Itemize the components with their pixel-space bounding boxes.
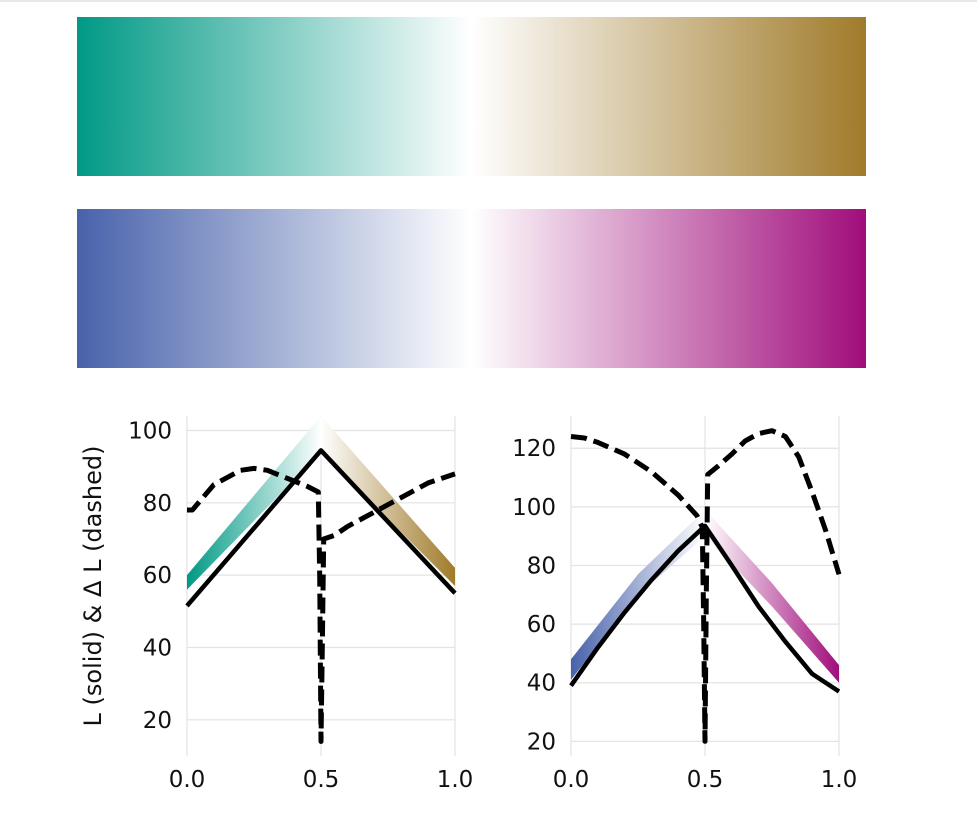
x-tick-label: 0.5 bbox=[687, 767, 724, 793]
x-tick-label: 1.0 bbox=[437, 767, 474, 793]
x-tick-label: 0.0 bbox=[553, 767, 590, 793]
plot-left: 0.0 0.5 1.0 20 40 60 80 100 bbox=[128, 416, 473, 793]
x-tick-label: 0.0 bbox=[169, 767, 206, 793]
y-tick-label: 80 bbox=[143, 491, 172, 517]
y-tick-label: 80 bbox=[527, 553, 556, 579]
x-tick-label: 0.5 bbox=[303, 767, 340, 793]
plot-right: 0.0 0.5 1.0 20 40 60 80 100 120 bbox=[512, 416, 857, 793]
colorbar-teal-brown bbox=[77, 17, 866, 176]
lightness-band bbox=[571, 509, 839, 683]
y-tick-label: 40 bbox=[143, 635, 172, 661]
colorbar-blue-magenta bbox=[77, 209, 866, 368]
lightness-line bbox=[569, 523, 841, 694]
delta-lightness-line bbox=[187, 465, 456, 744]
y-tick-label: 40 bbox=[527, 671, 556, 697]
y-tick-label: 100 bbox=[128, 418, 172, 444]
x-tick-label: 1.0 bbox=[821, 767, 858, 793]
y-tick-label: 20 bbox=[527, 729, 556, 755]
y-tick-label: 120 bbox=[512, 436, 556, 462]
y-tick-label: 60 bbox=[527, 612, 556, 638]
top-divider bbox=[0, 0, 977, 2]
y-tick-label: 20 bbox=[143, 708, 172, 734]
y-tick-label: 60 bbox=[143, 563, 172, 589]
delta-lightness-line bbox=[570, 428, 842, 744]
y-tick-label: 100 bbox=[512, 495, 556, 521]
lightness-line bbox=[185, 448, 457, 608]
y-axis-label: L (solid) & Δ L (dashed) bbox=[79, 446, 107, 727]
